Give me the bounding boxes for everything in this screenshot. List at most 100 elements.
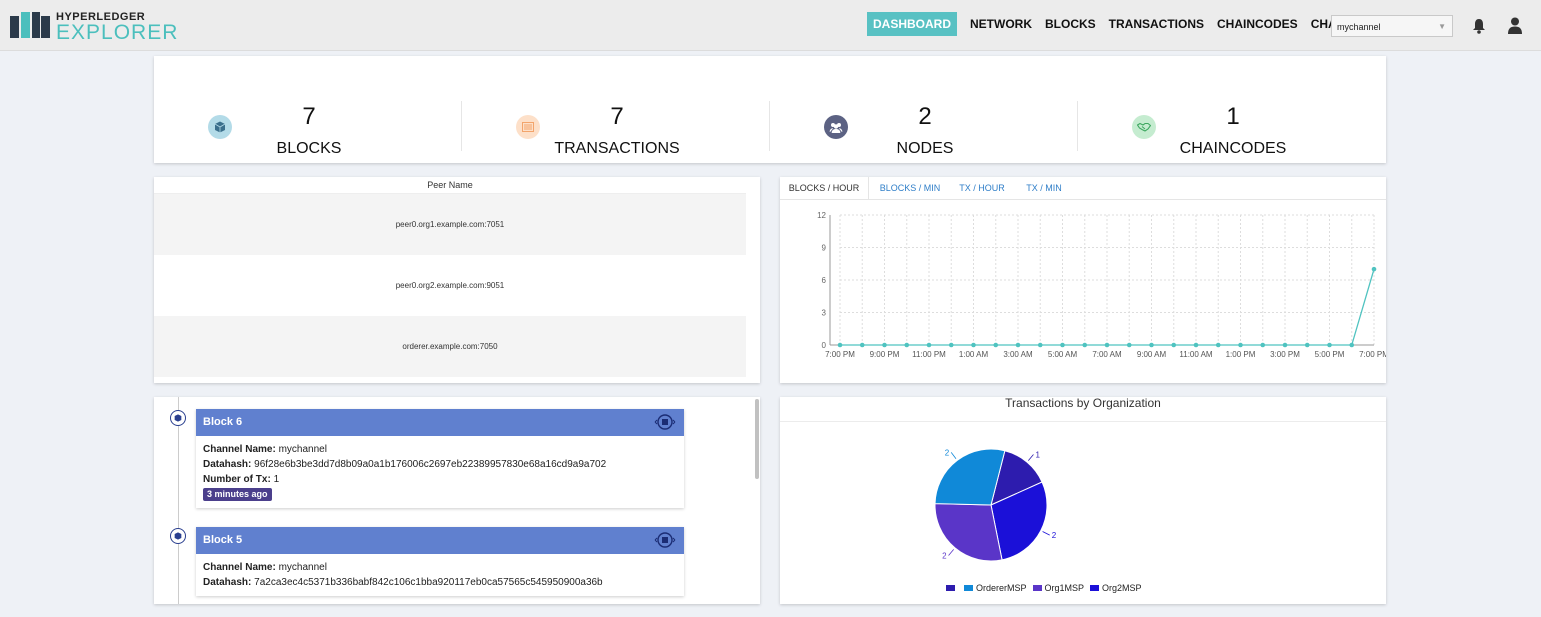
pie-slice [990, 450, 1043, 506]
data-point [1371, 266, 1377, 272]
data-point [1082, 342, 1088, 348]
cube-icon [170, 528, 186, 544]
slice-value-label: 2 [945, 448, 950, 457]
chart-tabs: BLOCKS / HOUR BLOCKS / MIN TX / HOUR TX … [780, 177, 1386, 200]
transactions-by-org-card: Transactions by Organization 1 2 2 2 Ordere… [780, 397, 1386, 604]
datahash-label: Datahash: [203, 459, 252, 470]
channel-name-value: mychannel [278, 562, 327, 573]
table-row: orderer.example.com:7050 [154, 316, 746, 377]
table-row: peer0.org2.example.com:9051 [154, 255, 746, 316]
pie-slice [934, 448, 1006, 506]
stat-chaincodes: 1 CHAINCODES [1078, 56, 1386, 163]
peer-table-header[interactable]: Peer Name [154, 177, 746, 194]
y-tick-label: 12 [817, 211, 826, 220]
blocks-per-hour-chart-card: BLOCKS / HOUR BLOCKS / MIN TX / HOUR TX … [780, 177, 1386, 383]
datahash-value: 96f28e6b3be3dd7d8b09a0a1b176006c2697eb22… [254, 459, 607, 470]
nav-blocks[interactable]: BLOCKS [1045, 17, 1096, 31]
datahash-label: Datahash: [203, 577, 252, 588]
stat-chaincodes-label: CHAINCODES [1179, 140, 1287, 157]
tx-count-label: Number of Tx: [203, 474, 271, 485]
legend-swatch[interactable] [946, 585, 955, 591]
stat-blocks-label: BLOCKS [276, 140, 342, 157]
data-point [1260, 342, 1266, 348]
time-badge: 3 minutes ago [203, 488, 272, 501]
stat-transactions: 7 TRANSACTIONS [462, 56, 770, 163]
chevron-down-icon: ▼ [1438, 22, 1446, 31]
stats-card: 7 BLOCKS 7 TRANSACTIONS 2 NODES 1 CHAINC… [154, 56, 1386, 163]
stat-transactions-value: 7 [610, 103, 624, 130]
block-card[interactable]: Block 5 Channel Name: mychannel Datahash… [196, 527, 684, 596]
x-tick-label: 9:00 PM [870, 350, 900, 359]
channel-select[interactable]: mychannel ▼ [1331, 15, 1453, 37]
logo-text-bottom: EXPLORER [56, 21, 179, 44]
nav-network[interactable]: NETWORK [970, 17, 1032, 31]
data-point [971, 342, 976, 348]
nav-chaincodes[interactable]: CHAINCODES [1217, 17, 1298, 31]
logo-books-icon [10, 12, 50, 38]
stat-nodes-value: 2 [918, 103, 932, 130]
y-tick-label: 3 [822, 309, 827, 318]
block-title: Block 6 [203, 416, 243, 428]
pie-title: Transactions by Organization [780, 397, 1386, 422]
stat-divider [769, 101, 770, 151]
stat-chaincodes-value: 1 [1226, 103, 1240, 130]
cube-icon [170, 410, 186, 426]
legend-label[interactable]: Org1MSP [1044, 583, 1085, 593]
bell-icon[interactable] [1471, 18, 1487, 34]
blocks-scrollbar[interactable] [755, 399, 759, 479]
data-point [859, 342, 865, 348]
stat-blocks-value: 7 [302, 103, 316, 130]
handshake-icon [1132, 115, 1156, 139]
slice-label-line [950, 452, 957, 459]
pie-slice [990, 481, 1048, 561]
table-row: peer0.org1.example.com:7051 [154, 194, 746, 255]
x-tick-label: 5:00 AM [1048, 350, 1078, 359]
hyperledger-explorer-logo[interactable]: HYPERLEDGER EXPLORER [10, 10, 180, 44]
tab-tx-min[interactable]: TX / MIN [1026, 183, 1062, 193]
tab-blocks-min[interactable]: BLOCKS / MIN [879, 183, 941, 193]
legend-label[interactable]: OrdererMSP [976, 583, 1027, 593]
data-point [882, 342, 887, 348]
data-point [1238, 342, 1243, 348]
data-point [926, 342, 932, 348]
timeline-line [178, 397, 179, 604]
data-point [1304, 342, 1310, 348]
data-point [1060, 342, 1065, 348]
data-point [1149, 342, 1154, 348]
x-tick-label: 9:00 AM [1137, 350, 1167, 359]
datahash-value: 7a2ca3ec4c5371b336babf842c106c1bba920117… [254, 577, 603, 588]
slice-label-line [948, 549, 954, 556]
line-chart: 0 3 6 9 12 7:00 PM 9:00 PM 11:00 PM 1:00 AM 3:00 … [817, 211, 1386, 359]
x-tick-label: 11:00 AM [1179, 350, 1213, 359]
slice-value-label: 2 [1052, 531, 1057, 540]
data-point [993, 342, 999, 348]
pie-chart: 1 2 2 2 [934, 448, 1057, 562]
x-tick-label: 7:00 PM [1359, 350, 1386, 359]
nav-dashboard[interactable]: DASHBOARD [867, 12, 957, 36]
legend-swatch[interactable] [1032, 585, 1042, 591]
stat-nodes: 2 NODES [770, 56, 1078, 163]
legend-label[interactable]: Org2MSP [1102, 583, 1142, 593]
data-point [1282, 342, 1288, 348]
data-point [1037, 342, 1043, 348]
block-card-header[interactable]: Block 6 [196, 409, 684, 436]
list-icon [516, 115, 540, 139]
nav-transactions[interactable]: TRANSACTIONS [1108, 17, 1205, 31]
y-tick-label: 9 [822, 244, 827, 253]
tab-tx-hour[interactable]: TX / HOUR [959, 183, 1005, 193]
tab-blocks-hour[interactable]: BLOCKS / HOUR [780, 177, 869, 199]
block-card-header[interactable]: Block 5 [196, 527, 684, 554]
user-icon[interactable] [1507, 17, 1523, 34]
block-card[interactable]: Block 6 Channel Name: mychannel Datahash… [196, 409, 684, 508]
slice-label-line [1042, 531, 1050, 536]
data-point [1327, 342, 1332, 348]
cube-icon [208, 115, 232, 139]
block-card-body: Channel Name: mychannel Datahash: 7a2ca3… [196, 554, 684, 596]
legend-swatch[interactable] [964, 585, 973, 591]
block-view-icon[interactable] [654, 532, 676, 548]
x-tick-label: 5:00 PM [1315, 350, 1345, 359]
block-view-icon[interactable] [654, 414, 676, 430]
y-tick-label: 0 [822, 341, 827, 350]
data-point [1104, 342, 1110, 348]
legend-swatch[interactable] [1090, 585, 1100, 591]
